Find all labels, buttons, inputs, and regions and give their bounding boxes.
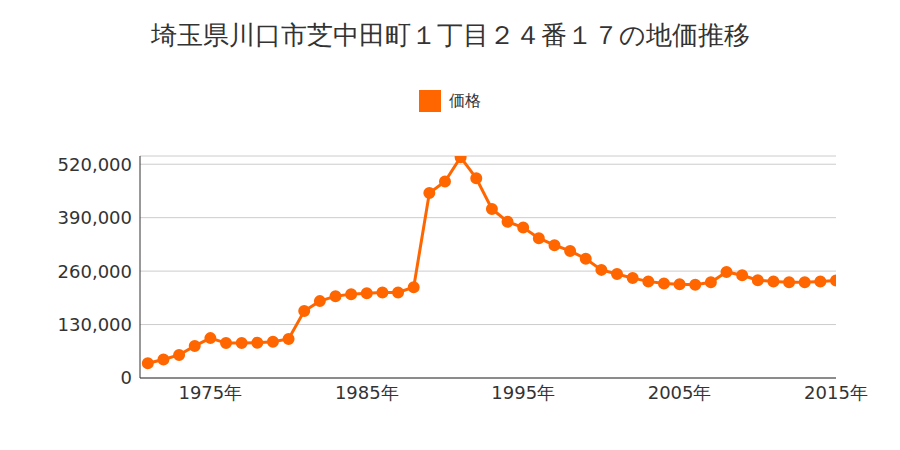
svg-text:390,000: 390,000	[58, 207, 132, 228]
svg-text:1975年: 1975年	[178, 382, 242, 403]
svg-text:1995年: 1995年	[491, 382, 555, 403]
html-text:埼玉県川口市芝中田町１丁目２４番１７の地価推移: 埼玉県川口市芝中田町１丁目２４番１７の地価推移	[150, 20, 750, 50]
svg-text:0: 0	[121, 367, 132, 388]
svg-text:2005年: 2005年	[648, 382, 712, 403]
svg-text:1985年: 1985年	[335, 382, 399, 403]
svg-text:2015年: 2015年	[804, 382, 868, 403]
svg-text:520,000: 520,000	[58, 154, 132, 175]
svg-text:130,000: 130,000	[58, 314, 132, 335]
svg-text:260,000: 260,000	[58, 261, 132, 282]
html-text:価格: 価格	[449, 90, 481, 110]
